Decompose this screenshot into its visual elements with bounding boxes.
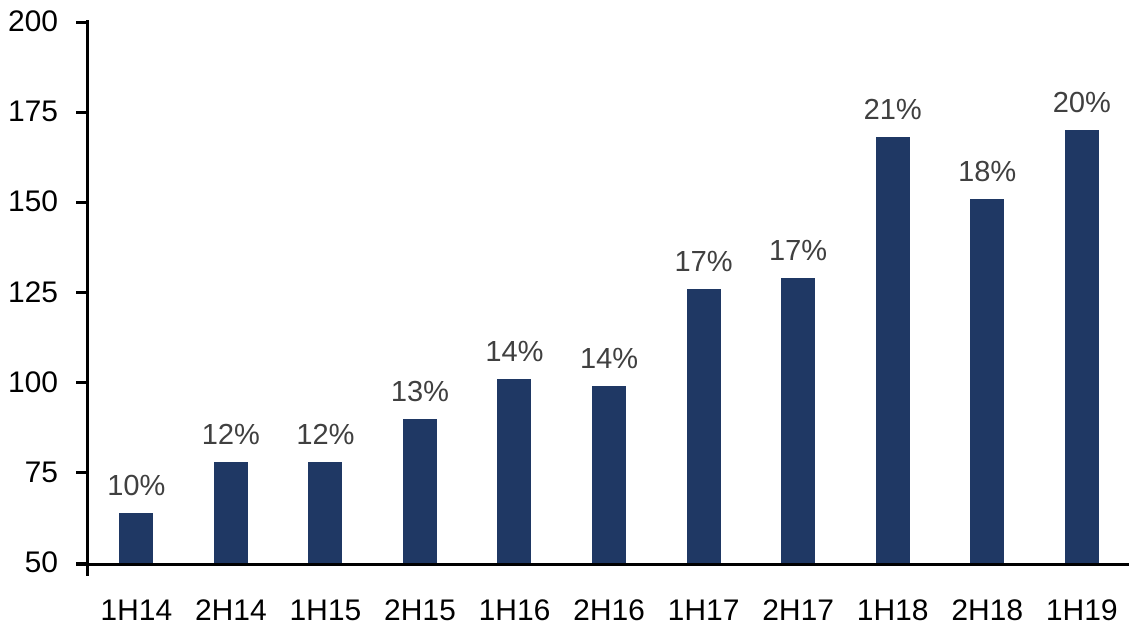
y-axis-tick-label: 175	[7, 95, 58, 129]
y-axis-tick-label: 150	[7, 185, 58, 219]
y-axis-tick	[76, 561, 86, 565]
bar	[402, 418, 437, 563]
bar	[686, 288, 721, 563]
bar-value-label: 18%	[958, 155, 1017, 188]
y-axis-tick-label: 75	[24, 455, 58, 489]
y-axis-tick-label: 125	[7, 275, 58, 309]
y-axis-tick	[76, 20, 86, 24]
y-axis-tick	[76, 110, 86, 114]
bar-value-label: 13%	[390, 375, 449, 408]
x-axis-label: 1H16	[478, 594, 551, 627]
x-axis-label: 2H16	[573, 594, 645, 627]
x-axis-label: 2H18	[951, 594, 1024, 627]
x-axis-label: 2H14	[194, 594, 267, 627]
bar	[781, 278, 816, 563]
bar	[497, 379, 532, 563]
y-axis-tick	[76, 291, 86, 294]
bar-value-label: 14%	[579, 343, 639, 376]
bar	[213, 462, 248, 563]
bar	[119, 512, 154, 563]
bar-value-label: 17%	[769, 235, 828, 268]
bar	[592, 386, 626, 563]
bar	[970, 198, 1005, 563]
bar-value-label: 10%	[107, 469, 166, 502]
bar-value-label: 14%	[485, 336, 544, 369]
bar-value-label: 21%	[863, 94, 922, 127]
y-axis-tick	[76, 381, 86, 385]
y-axis-tick	[76, 471, 86, 475]
x-axis-label: 1H14	[100, 594, 173, 627]
x-axis-origin-tick	[86, 563, 89, 576]
x-axis-label: 1H19	[1045, 594, 1118, 627]
y-axis-tick-label: 200	[7, 5, 58, 38]
bar-value-label: 20%	[1052, 87, 1111, 120]
bar-value-label: 12%	[201, 419, 260, 451]
x-axis-label: 1H15	[289, 594, 362, 627]
x-axis-line	[76, 563, 1129, 566]
bar	[875, 137, 910, 563]
y-axis-tick-label: 50	[24, 546, 58, 579]
x-axis-label: 1H17	[667, 594, 740, 627]
y-axis-tick	[76, 200, 86, 204]
y-axis-line	[86, 20, 89, 566]
x-axis-label: 2H15	[384, 594, 456, 627]
y-axis-tick-label: 100	[7, 365, 58, 399]
x-axis-label: 2H17	[762, 594, 834, 627]
x-axis-label: 1H18	[856, 594, 929, 627]
bar-value-label: 17%	[674, 245, 733, 278]
bar	[308, 462, 343, 563]
bar	[1064, 130, 1099, 563]
bar-value-label: 12%	[296, 419, 355, 451]
